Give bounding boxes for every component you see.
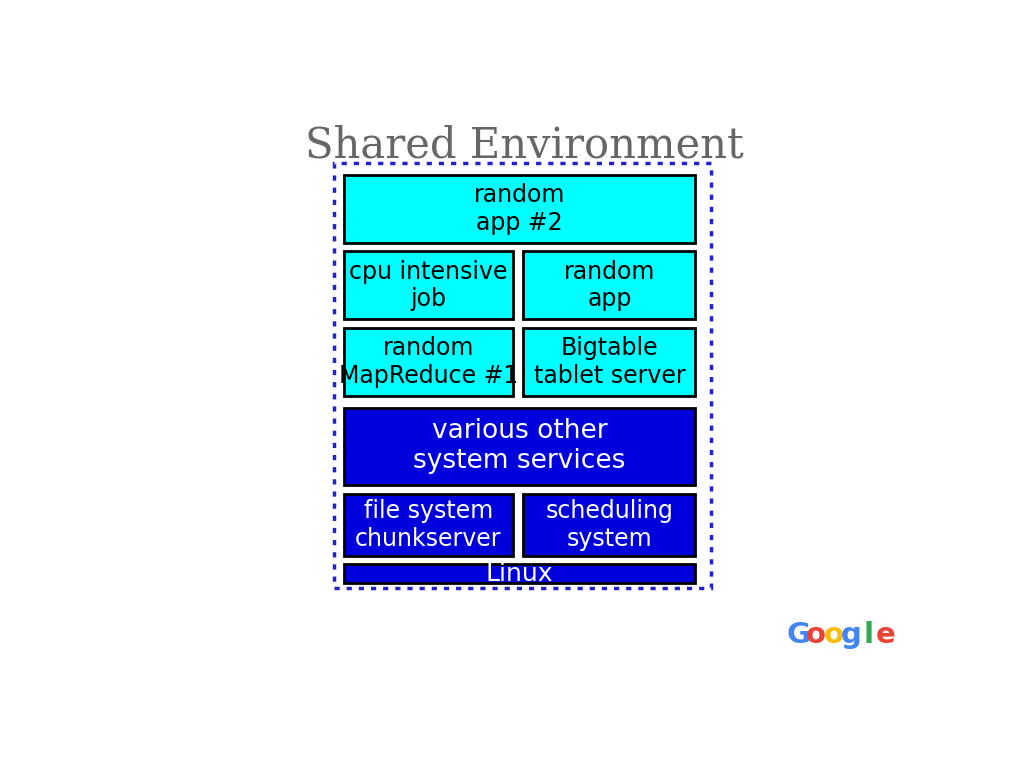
FancyBboxPatch shape: [344, 494, 513, 555]
FancyBboxPatch shape: [344, 328, 513, 397]
FancyBboxPatch shape: [344, 564, 695, 584]
FancyBboxPatch shape: [344, 408, 695, 485]
Text: Bigtable
tablet server: Bigtable tablet server: [534, 337, 685, 388]
Text: o: o: [823, 621, 844, 650]
Text: random
app #2: random app #2: [474, 183, 565, 235]
FancyBboxPatch shape: [523, 328, 695, 397]
Text: Shared Environment: Shared Environment: [305, 124, 744, 166]
Text: various other
system services: various other system services: [414, 418, 626, 475]
FancyBboxPatch shape: [523, 494, 695, 555]
Text: e: e: [876, 621, 896, 650]
Text: o: o: [806, 621, 826, 650]
Text: Linux: Linux: [486, 561, 553, 586]
Text: cpu intensive
job: cpu intensive job: [349, 259, 508, 311]
FancyBboxPatch shape: [523, 252, 695, 319]
FancyBboxPatch shape: [344, 175, 695, 242]
Text: l: l: [863, 621, 873, 650]
FancyBboxPatch shape: [344, 252, 513, 319]
Text: random
app: random app: [563, 259, 655, 311]
Text: random
MapReduce #1: random MapReduce #1: [339, 337, 518, 388]
Text: G: G: [786, 621, 811, 650]
Text: scheduling
system: scheduling system: [546, 499, 673, 551]
Text: g: g: [841, 621, 861, 650]
Text: file system
chunkserver: file system chunkserver: [355, 499, 502, 551]
